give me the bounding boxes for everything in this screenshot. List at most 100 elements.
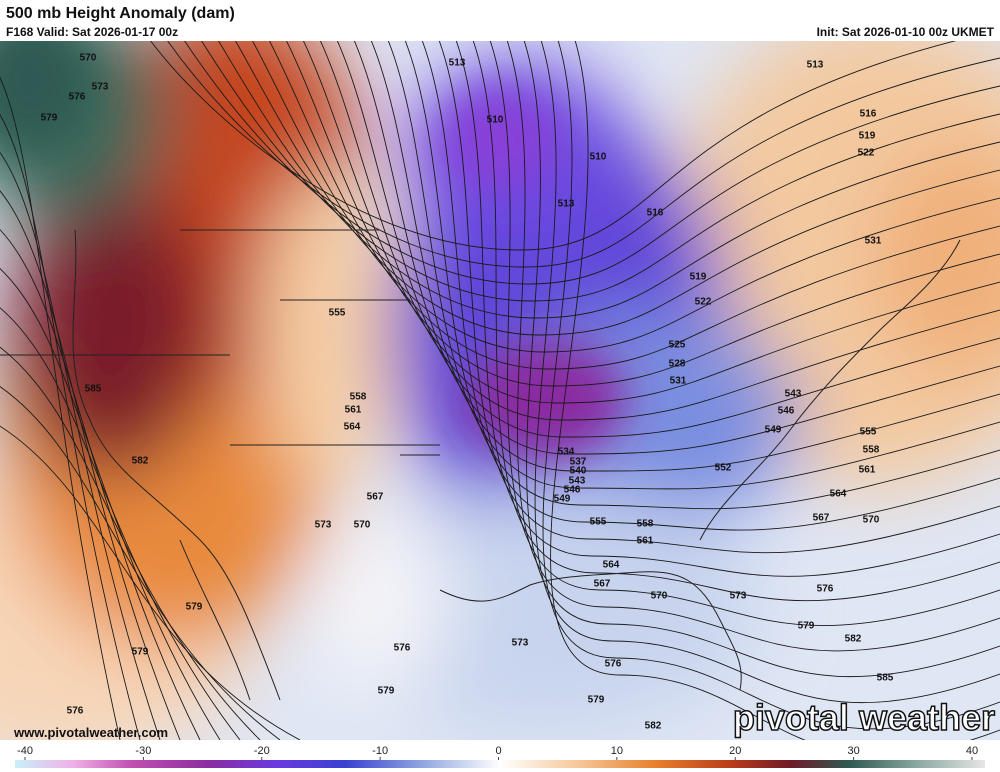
contour-label: 582 (845, 634, 862, 645)
contour-label: 570 (863, 515, 880, 526)
contour-line (353, 41, 1000, 455)
valid-time: F168 Valid: Sat 2026-01-17 00z (6, 25, 178, 39)
contour-line (201, 41, 1000, 302)
contour-line (167, 41, 1000, 268)
contour-line (0, 268, 221, 740)
contour-label: 555 (329, 308, 346, 319)
colorbar-tick-label: 10 (611, 745, 623, 757)
contour-label: 564 (603, 560, 620, 571)
colorbar-tick-label: 30 (848, 745, 860, 757)
contour-line (0, 386, 281, 740)
contour-label: 510 (590, 152, 607, 163)
contour-label: 525 (669, 340, 686, 351)
contour-label: 570 (651, 591, 668, 602)
contour-label: 519 (690, 272, 707, 283)
contour-label: 549 (554, 494, 571, 505)
watermark-brand: pivotal weather (733, 697, 995, 738)
height-contours (0, 41, 1000, 740)
colorbar-tick-label: 0 (495, 745, 501, 757)
contour-label: 558 (863, 445, 880, 456)
contour-label: 537 (570, 457, 587, 468)
contour-label: 561 (345, 405, 362, 416)
contour-line (184, 41, 1000, 285)
contour-label: 513 (807, 60, 824, 71)
contour-label: 573 (315, 520, 332, 531)
contour-line (0, 228, 201, 740)
contour-label: 564 (830, 489, 847, 500)
contour-line (0, 425, 301, 740)
contour-label: 579 (186, 602, 203, 613)
colorbar-tick-label: -30 (135, 745, 151, 757)
contour-line (506, 41, 1000, 652)
contour-label: 579 (41, 113, 58, 124)
contour-label: 582 (645, 721, 662, 732)
contour-label: 531 (670, 376, 687, 387)
contour-label: 579 (132, 647, 149, 658)
colorbar-tick-label: -20 (254, 745, 270, 757)
contour-line (370, 41, 1000, 472)
colorbar (15, 760, 985, 768)
contour-label: 534 (558, 447, 575, 458)
contour-label: 567 (813, 513, 830, 524)
contour-line (302, 41, 1000, 404)
contour-line (489, 41, 1000, 626)
contour-line (387, 41, 1000, 490)
contour-label: 573 (512, 638, 529, 649)
contour-label: 549 (765, 425, 782, 436)
contour-label: 552 (715, 463, 732, 474)
contour-label: 558 (350, 392, 367, 403)
contour-label: 579 (588, 695, 605, 706)
contour-line (336, 41, 1000, 438)
contour-label: 528 (669, 359, 686, 370)
contour-line (0, 151, 161, 740)
coastlines (0, 229, 961, 701)
contour-line (218, 41, 1000, 319)
contour-line (285, 41, 1000, 387)
contour-line (523, 41, 1000, 677)
contour-label: 576 (67, 706, 84, 717)
contour-line (542, 41, 1000, 730)
contour-label: 513 (449, 58, 466, 69)
colorbar-tick-label: -10 (372, 745, 388, 757)
contour-line (455, 41, 1000, 577)
contour-label: 570 (80, 53, 97, 64)
contour-label: 531 (865, 236, 882, 247)
contour-label: 522 (695, 297, 712, 308)
contour-line (0, 114, 141, 740)
contour-label: 570 (354, 520, 371, 531)
contour-label: 561 (859, 465, 876, 476)
contour-line (319, 41, 1000, 421)
contour-line (534, 41, 1000, 704)
contour-label: 558 (637, 519, 654, 530)
contour-label: 519 (859, 131, 876, 142)
colorbar-tick-label: 20 (729, 745, 741, 757)
contour-labels: 5135105105135165195225255285315345375405… (41, 53, 894, 732)
contour-label: 543 (785, 389, 802, 400)
contour-label: 579 (798, 621, 815, 632)
contour-label: 567 (594, 579, 611, 590)
contour-label: 582 (132, 456, 149, 467)
contour-label: 579 (378, 686, 395, 697)
contour-line (0, 307, 241, 740)
contour-label: 513 (558, 199, 575, 210)
contour-label: 573 (730, 591, 747, 602)
colorbar-tick-label: -40 (17, 745, 33, 757)
contour-line (0, 346, 261, 740)
contour-label: 585 (877, 673, 894, 684)
contour-label: 546 (778, 406, 795, 417)
contour-label: 522 (858, 148, 875, 159)
contour-label: 573 (92, 82, 109, 93)
contour-label: 585 (85, 384, 102, 395)
contour-line (150, 41, 957, 251)
contour-label: 546 (564, 485, 581, 496)
contour-line (472, 41, 1000, 602)
contour-label: 510 (487, 115, 504, 126)
contour-line (269, 41, 1000, 370)
contour-label: 576 (605, 659, 622, 670)
contour-line (0, 76, 121, 740)
contour-line (438, 41, 1000, 554)
colorbar-ticks: -40 -30 -20 -10 0 10 20 30 40 (17, 745, 978, 760)
